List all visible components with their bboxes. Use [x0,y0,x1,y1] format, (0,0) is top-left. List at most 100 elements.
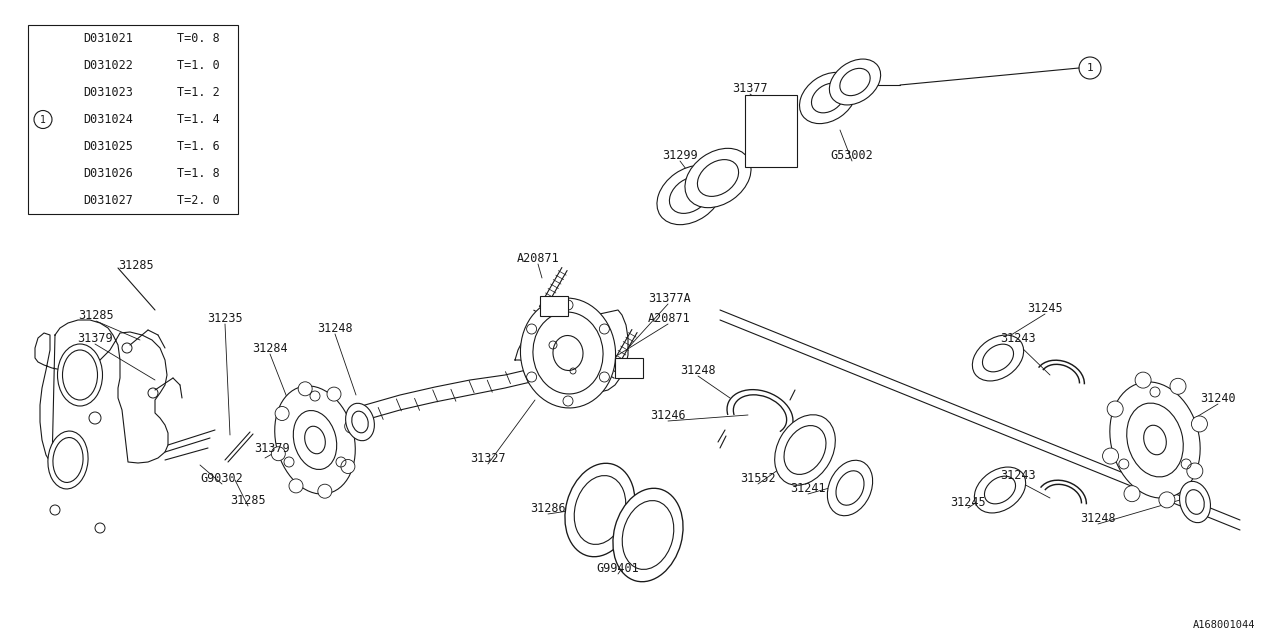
Ellipse shape [827,460,873,516]
Text: A20871: A20871 [648,312,691,324]
Text: D031027: D031027 [83,194,133,207]
Text: D031025: D031025 [83,140,133,153]
Ellipse shape [840,68,870,95]
Text: 31377: 31377 [732,81,768,95]
Ellipse shape [553,335,582,371]
Text: T=1. 0: T=1. 0 [177,59,219,72]
Bar [745,95,797,167]
Text: 31377A: 31377A [648,291,691,305]
Ellipse shape [800,72,856,124]
Ellipse shape [1192,416,1207,432]
Ellipse shape [317,484,332,498]
Text: 31248: 31248 [1080,511,1116,525]
Ellipse shape [1126,403,1183,477]
Ellipse shape [812,83,845,113]
Text: 31379: 31379 [255,442,289,454]
Text: G53002: G53002 [831,148,873,161]
Ellipse shape [1102,448,1119,464]
Text: 31248: 31248 [317,321,353,335]
Ellipse shape [275,406,289,420]
Text: 31284: 31284 [252,342,288,355]
Text: 31241: 31241 [790,481,826,495]
Ellipse shape [657,165,723,225]
Ellipse shape [613,488,684,582]
Bar [614,358,643,378]
Bar [28,25,238,214]
Ellipse shape [1185,490,1204,515]
Text: 31240: 31240 [1201,392,1235,404]
Text: G90302: G90302 [201,472,243,484]
Ellipse shape [669,177,710,213]
Text: A168001044: A168001044 [1193,620,1254,630]
Ellipse shape [973,335,1024,381]
Text: 31299: 31299 [662,148,698,161]
Text: 31379: 31379 [77,332,113,344]
Ellipse shape [305,426,325,454]
Ellipse shape [698,159,739,196]
Text: 31243: 31243 [1000,468,1036,481]
Ellipse shape [352,411,369,433]
Text: T=1. 2: T=1. 2 [177,86,219,99]
Text: D031023: D031023 [83,86,133,99]
Ellipse shape [1110,382,1201,498]
Ellipse shape [344,419,358,433]
Text: D031026: D031026 [83,167,133,180]
Ellipse shape [340,460,355,474]
Ellipse shape [271,447,285,461]
Text: 31552: 31552 [740,472,776,484]
Ellipse shape [983,344,1014,372]
Ellipse shape [289,479,303,493]
Text: G99401: G99401 [596,561,640,575]
Text: T=1. 4: T=1. 4 [177,113,219,126]
Ellipse shape [1170,378,1187,394]
Ellipse shape [829,59,881,105]
Ellipse shape [774,415,836,485]
Ellipse shape [521,298,616,408]
Text: 31235: 31235 [207,312,243,324]
Ellipse shape [1124,486,1140,502]
Polygon shape [515,310,628,392]
Text: A20871: A20871 [517,252,559,264]
Text: 31243: 31243 [1000,332,1036,344]
Ellipse shape [1107,401,1123,417]
Ellipse shape [974,467,1025,513]
Ellipse shape [275,386,356,494]
Bar [540,296,568,316]
Ellipse shape [1187,463,1203,479]
Text: D031024: D031024 [83,113,133,126]
Ellipse shape [575,476,626,545]
Ellipse shape [564,463,635,557]
Ellipse shape [1144,425,1166,455]
Ellipse shape [293,410,337,470]
Text: 31246: 31246 [650,408,686,422]
Ellipse shape [685,148,751,207]
Ellipse shape [63,350,97,400]
Text: T=1. 6: T=1. 6 [177,140,219,153]
Ellipse shape [1135,372,1151,388]
Ellipse shape [58,344,102,406]
Text: 31248: 31248 [680,364,716,376]
Text: 1: 1 [1087,63,1093,73]
Ellipse shape [785,426,826,474]
Text: 31285: 31285 [118,259,154,271]
Text: T=2. 0: T=2. 0 [177,194,219,207]
Ellipse shape [622,500,673,570]
Text: 31285: 31285 [78,308,114,321]
Text: T=1. 8: T=1. 8 [177,167,219,180]
Text: D031021: D031021 [83,32,133,45]
Text: 31286: 31286 [530,502,566,515]
Text: 31245: 31245 [950,495,986,509]
Text: 31327: 31327 [470,451,506,465]
Text: D031022: D031022 [83,59,133,72]
Ellipse shape [1158,492,1175,508]
Ellipse shape [47,431,88,489]
Text: 1: 1 [40,115,46,125]
Text: 31245: 31245 [1027,301,1062,314]
Ellipse shape [984,476,1015,504]
Ellipse shape [532,312,603,394]
Text: 31285: 31285 [230,493,266,506]
Text: T=0. 8: T=0. 8 [177,32,219,45]
Ellipse shape [346,403,374,441]
Ellipse shape [1180,481,1211,523]
Ellipse shape [836,471,864,505]
